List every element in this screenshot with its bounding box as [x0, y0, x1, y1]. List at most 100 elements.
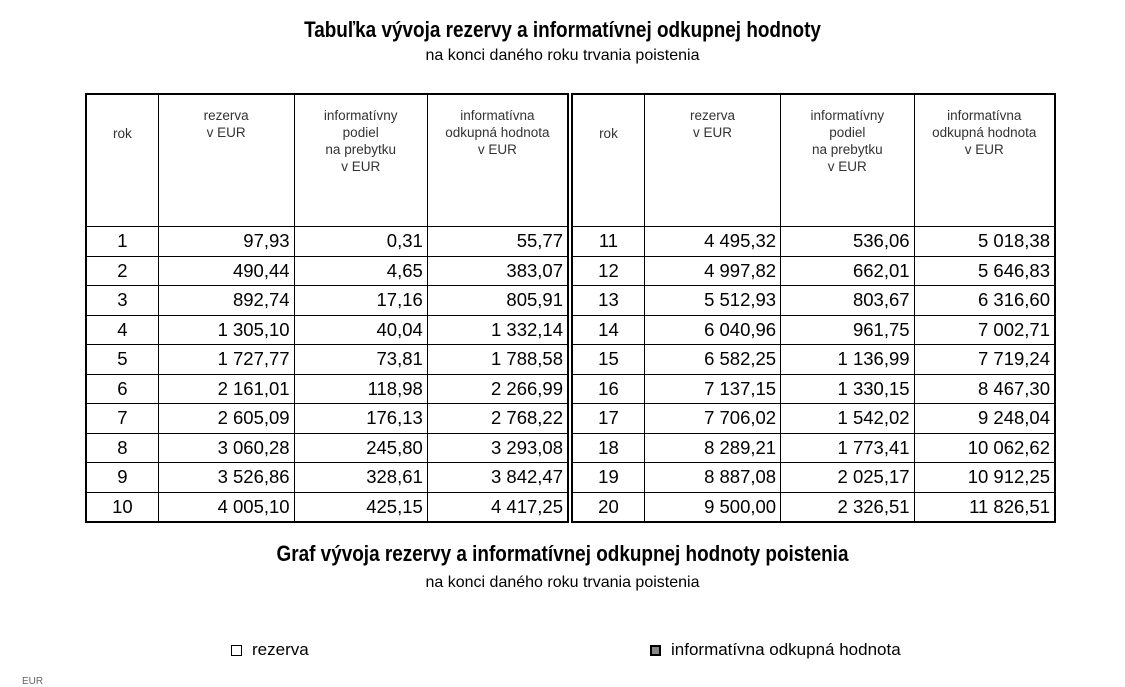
cell-rezerva: 1 305,10 [157, 314, 295, 345]
header-line: informatívny [810, 108, 885, 123]
cell-rok: 10 [85, 491, 159, 523]
cell-podiel: 1 330,15 [780, 373, 915, 404]
table-row: 3 892,74 17,16 805,91 [85, 285, 569, 316]
cell-odkupna: 383,07 [426, 255, 569, 286]
cell-rezerva: 7 706,02 [643, 403, 782, 434]
cell-odkupna: 3 842,47 [426, 462, 569, 493]
cell-rezerva: 7 137,15 [643, 373, 782, 404]
table-row: 17 7 706,02 1 542,02 9 248,04 [571, 403, 1056, 434]
cell-rok: 6 [85, 373, 159, 404]
column-header-odkupna: informatívna odkupná hodnota v EUR [426, 93, 569, 227]
cell-rezerva: 8 289,21 [643, 432, 782, 463]
header-line: odkupná hodnota [445, 125, 550, 140]
cell-odkupna: 2 266,99 [426, 373, 569, 404]
column-header-podiel: informatívny podiel na prebytku v EUR [780, 93, 915, 227]
header-line: v EUR [206, 125, 246, 140]
cell-rezerva: 4 005,10 [157, 491, 295, 523]
column-header-rezerva: rezerva v EUR [643, 93, 782, 227]
cell-odkupna: 7 719,24 [913, 344, 1056, 375]
graph-subtitle: na konci daného roku trvania poistenia [425, 574, 700, 591]
cell-rok: 4 [85, 314, 159, 345]
cell-podiel: 961,75 [780, 314, 915, 345]
filled-square-icon [650, 644, 661, 656]
table-row: 1 97,93 0,31 55,77 [85, 226, 569, 257]
cell-rok: 18 [571, 432, 645, 463]
cell-rok: 15 [571, 344, 645, 375]
cell-podiel: 176,13 [293, 403, 428, 434]
header-line: informatívny [323, 108, 398, 123]
graph-title: Graf vývoja rezervy a informatívnej odku… [276, 541, 849, 566]
cell-rok: 3 [85, 285, 159, 316]
cell-odkupna: 10 912,25 [913, 462, 1056, 493]
header-line: na prebytku [325, 142, 396, 157]
cell-rok: 14 [571, 314, 645, 345]
column-header-rezerva: rezerva v EUR [157, 93, 295, 227]
cell-odkupna: 8 467,30 [913, 373, 1056, 404]
cell-odkupna: 4 417,25 [426, 491, 569, 523]
cell-odkupna: 5 018,38 [913, 226, 1056, 257]
cell-rezerva: 6 040,96 [643, 314, 782, 345]
header-line: v EUR [341, 159, 381, 174]
column-header-podiel: informatívny podiel na prebytku v EUR [293, 93, 428, 227]
empty-square-icon [231, 644, 242, 656]
cell-rok: 5 [85, 344, 159, 375]
cell-rezerva: 6 582,25 [643, 344, 782, 375]
header-line: v EUR [477, 142, 517, 157]
table-row: 13 5 512,93 803,67 6 316,60 [571, 285, 1056, 316]
cell-odkupna: 1 788,58 [426, 344, 569, 375]
cell-podiel: 4,65 [293, 255, 428, 286]
cell-rezerva: 892,74 [157, 285, 295, 316]
cell-rezerva: 4 495,32 [643, 226, 782, 257]
cell-rezerva: 2 605,09 [157, 403, 295, 434]
cell-podiel: 245,80 [293, 432, 428, 463]
cell-podiel: 40,04 [293, 314, 428, 345]
cell-rezerva: 1 727,77 [157, 344, 295, 375]
cell-rezerva: 490,44 [157, 255, 295, 286]
table-row: 15 6 582,25 1 136,99 7 719,24 [571, 344, 1056, 375]
header-line: odkupná hodnota [932, 125, 1037, 140]
cell-odkupna: 7 002,71 [913, 314, 1056, 345]
cell-odkupna: 6 316,60 [913, 285, 1056, 316]
cell-podiel: 2 326,51 [780, 491, 915, 523]
table-row: 16 7 137,15 1 330,15 8 467,30 [571, 373, 1056, 404]
header-line: rezerva [203, 108, 249, 123]
cell-rok: 11 [571, 226, 645, 257]
cell-rok: 13 [571, 285, 645, 316]
cell-podiel: 2 025,17 [780, 462, 915, 493]
reserve-table-years-11-20: rok rezerva v EUR informatívny podiel na preb… [571, 93, 1056, 523]
header-line: v EUR [827, 159, 867, 174]
table-row: 19 8 887,08 2 025,17 10 912,25 [571, 462, 1056, 493]
cell-rezerva: 97,93 [157, 226, 295, 257]
cell-rezerva: 8 887,08 [643, 462, 782, 493]
cell-rezerva: 4 997,82 [643, 255, 782, 286]
header-line: v EUR [964, 142, 1004, 157]
cell-rezerva: 9 500,00 [643, 491, 782, 523]
cell-rok: 12 [571, 255, 645, 286]
column-header-rok: rok [85, 93, 159, 227]
cell-rok: 8 [85, 432, 159, 463]
cell-podiel: 536,06 [780, 226, 915, 257]
column-header-odkupna: informatívna odkupná hodnota v EUR [913, 93, 1056, 227]
header-line: podiel [342, 125, 379, 140]
cell-odkupna: 9 248,04 [913, 403, 1056, 434]
cell-rok: 20 [571, 491, 645, 523]
cell-rezerva: 3 060,28 [157, 432, 295, 463]
cell-odkupna: 1 332,14 [426, 314, 569, 345]
column-header-rok: rok [571, 93, 645, 227]
header-line: rezerva [689, 108, 735, 123]
reserve-table-years-1-10: rok rezerva v EUR informatívny podiel na preb… [85, 93, 569, 523]
table-row: 14 6 040,96 961,75 7 002,71 [571, 314, 1056, 345]
header-row: rok rezerva v EUR informatívny podiel na preb… [85, 93, 569, 227]
cell-podiel: 803,67 [780, 285, 915, 316]
table-subtitle: na konci daného roku trvania poistenia [425, 47, 700, 64]
table-row: 11 4 495,32 536,06 5 018,38 [571, 226, 1056, 257]
cell-odkupna: 11 826,51 [913, 491, 1056, 523]
cell-rok: 16 [571, 373, 645, 404]
cell-odkupna: 2 768,22 [426, 403, 569, 434]
cell-podiel: 662,01 [780, 255, 915, 286]
cell-odkupna: 3 293,08 [426, 432, 569, 463]
cell-podiel: 1 773,41 [780, 432, 915, 463]
